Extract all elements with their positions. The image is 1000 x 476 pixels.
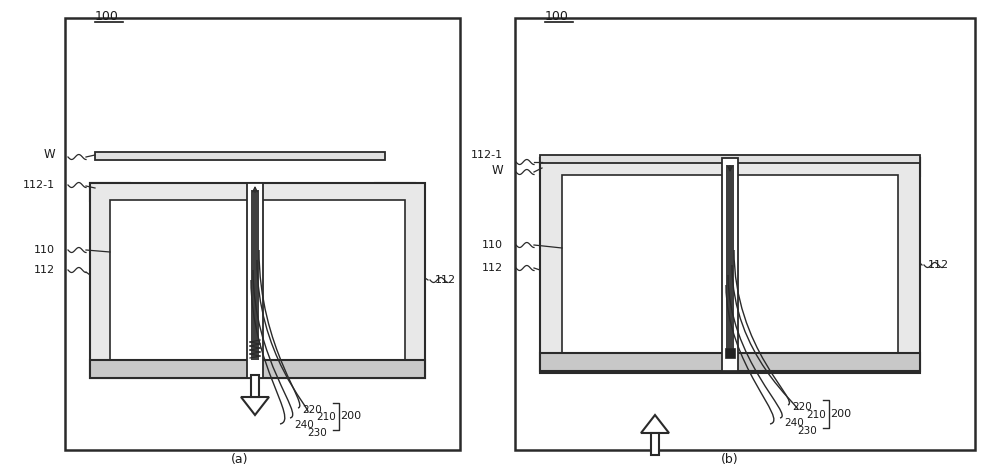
Bar bbox=[651, 433, 659, 455]
Text: 112-1: 112-1 bbox=[471, 150, 503, 160]
Text: 230: 230 bbox=[307, 428, 327, 438]
Bar bbox=[725, 348, 735, 358]
Bar bbox=[251, 375, 259, 397]
Text: 220: 220 bbox=[302, 405, 322, 415]
Bar bbox=[726, 165, 734, 350]
Bar bbox=[540, 158, 920, 373]
Text: 240: 240 bbox=[784, 418, 804, 428]
Text: 210: 210 bbox=[806, 410, 826, 420]
Bar bbox=[540, 353, 920, 371]
Bar bbox=[90, 183, 130, 201]
Text: 240: 240 bbox=[294, 420, 314, 430]
Bar bbox=[880, 158, 920, 176]
Bar bbox=[375, 183, 415, 201]
Text: 220: 220 bbox=[792, 402, 812, 412]
Text: 100: 100 bbox=[95, 10, 119, 23]
Bar bbox=[90, 360, 425, 378]
Text: W: W bbox=[43, 149, 55, 161]
Text: 112-1: 112-1 bbox=[23, 180, 55, 190]
Bar bbox=[251, 190, 259, 360]
Bar bbox=[540, 155, 920, 163]
Text: 230: 230 bbox=[797, 426, 817, 436]
Text: 100: 100 bbox=[545, 10, 569, 23]
Text: 112: 112 bbox=[435, 275, 456, 285]
Text: 112: 112 bbox=[34, 265, 55, 275]
Bar bbox=[90, 183, 425, 378]
Bar bbox=[562, 175, 898, 353]
Text: (a): (a) bbox=[231, 454, 249, 466]
Text: 200: 200 bbox=[340, 411, 361, 421]
Text: 110: 110 bbox=[34, 245, 55, 255]
Text: 112: 112 bbox=[928, 260, 949, 270]
Text: 210: 210 bbox=[316, 412, 336, 422]
Bar bbox=[110, 200, 405, 360]
Polygon shape bbox=[641, 415, 669, 433]
Polygon shape bbox=[241, 397, 269, 415]
Bar bbox=[95, 152, 385, 160]
Text: (b): (b) bbox=[721, 454, 739, 466]
Text: W: W bbox=[491, 163, 503, 177]
Text: 112: 112 bbox=[482, 263, 503, 273]
Bar bbox=[65, 18, 460, 450]
Bar bbox=[722, 158, 738, 371]
Bar bbox=[247, 183, 263, 378]
Text: 200: 200 bbox=[830, 409, 851, 419]
Bar bbox=[515, 18, 975, 450]
Text: 110: 110 bbox=[482, 240, 503, 250]
Bar bbox=[540, 158, 580, 176]
